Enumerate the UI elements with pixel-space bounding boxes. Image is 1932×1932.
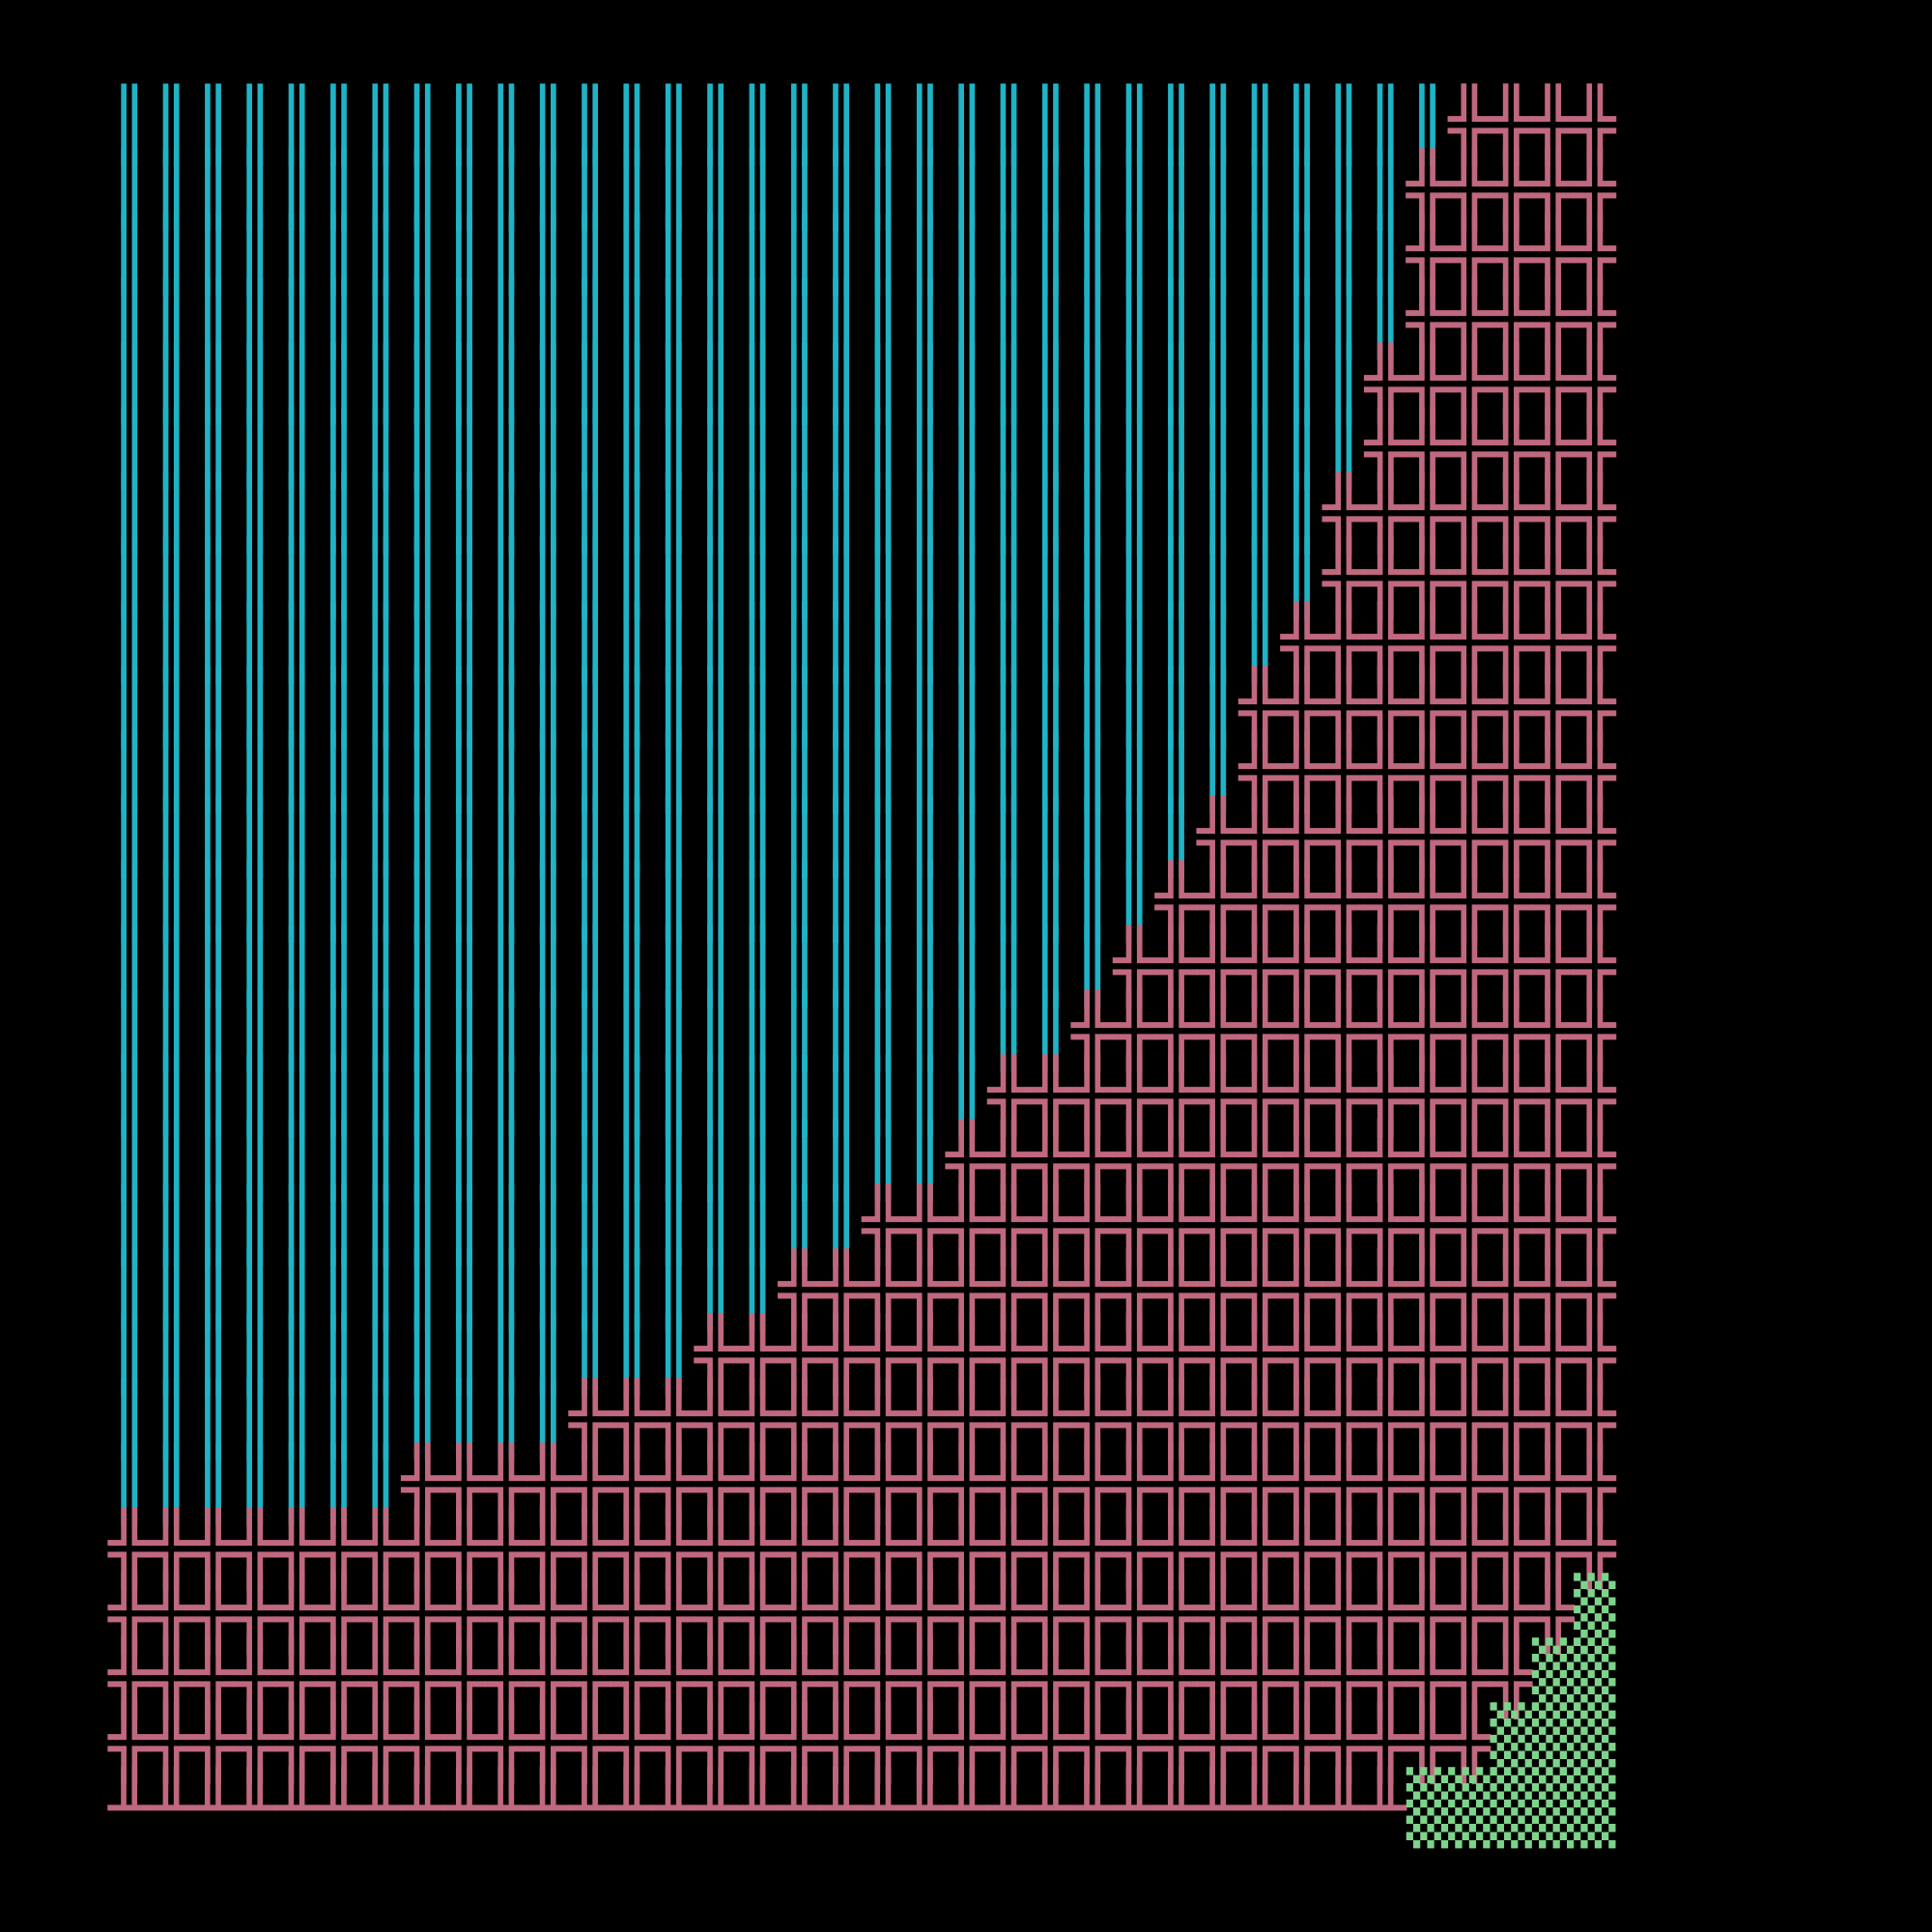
cyan-double-bar-glyphs: ║║║║║║║║║║║║║║║║║║║║║║║║║║║ [108,731,1239,812]
pink-cross-glyphs: ╬╬╬╬╬ [1406,278,1616,359]
cyan-double-bar-glyphs: ║║║║║║║║║║║║║║║║║║║║║║║║║║║║║ [108,537,1323,618]
glyph-row: ║║║║║║║║║║║║║║║║║║║║║║║║║║║║║║║╬╬╬╬╬ [108,284,1835,354]
glyph-row: ║║║║║║║║║║║║║║║║║║║║║║║║║║║║║║╬╬╬╬╬╬ [108,349,1835,418]
pink-cross-glyphs: ╬╬╬╬╬╬╬╬╬╬ [1197,796,1616,877]
cyan-double-bar-glyphs: ║║║║║║║║║║║║║║ [108,1314,695,1395]
green-shade-glyphs: ▒▒▒▒▒ [1406,1767,1616,1848]
pink-cross-glyphs: ╬╬╬╬╬╬ [1364,408,1616,489]
glyph-row: ║║║║║║║╬╬╬╬╬╬╬╬╬╬╬╬╬╬╬╬╬╬╬╬╬╬╬╬╬╬╬╬╬ [108,1449,1835,1519]
glyph-row: ╬╬╬╬╬╬╬╬╬╬╬╬╬╬╬╬╬╬╬╬╬╬╬╬╬╬╬╬╬╬╬╬╬╬╬▒ [108,1578,1835,1648]
cyan-double-bar-glyphs: ║║║║║║║║║║║║║║║║║║║║ [108,1120,946,1201]
glyph-row: ║║║║║║║║║║║║║║║║║║║║║║║║║║║║╬╬╬╬╬╬╬╬ [108,608,1835,677]
cyan-double-bar-glyphs: ║║║║║║║║║║║║║║║║║║║║║║║║║║║║║║║ [108,213,1406,295]
pink-cross-glyphs: ╬╬╬╬╬╬╬ [1322,537,1616,618]
pink-cross-glyphs: ╬╬╬╬ [1448,84,1616,165]
cyan-double-bar-glyphs: ║║║║║║║║║║║║║║║║ [108,1249,779,1330]
cyan-double-bar-glyphs: ║║║║║║║║║║║║║║║║║║║║║║║║ [108,925,1114,1007]
glyph-row: ╬╬╬╬╬╬╬╬╬╬╬╬╬╬╬╬╬╬╬╬╬╬╬╬╬╬╬╬╬╬╬╬╬╬▒▒ [108,1643,1835,1713]
glyph-row: ║║║║║║║║║║║║║║║║║║║║║║║║║║║║║║║╬╬╬╬╬ [108,219,1835,289]
cyan-double-bar-glyphs: ║║║║║║║║║║║ [108,1378,569,1460]
cyan-double-bar-glyphs: ║║║║║║║║║║║║║║║║║║║║║║║║║║║║║║║ [108,149,1406,230]
glyph-row: ║║║║║║║║║║║║║║║║║║║║║║║║║║║╬╬╬╬╬╬╬╬╬ [108,672,1835,742]
glyph-row: ╨╨╨╨╨╨╨╨╨╨╨╨╨╨╨╨╨╨╨╨╨╨╨╨╨╨╨╨╨╨╨▒▒▒▒▒ [108,1773,1835,1842]
green-shade-glyphs: ▒ [1574,1573,1616,1654]
pink-cross-glyphs: ╬╬╬╬╬╬╬╬╬╬╬╬╬╬╬ [987,1055,1616,1136]
glyph-row: ║║║║║║║║║║║║║║║║║║║║║║║║║╬╬╬╬╬╬╬╬╬╬╬ [108,867,1835,936]
glyph-row: ║║║║║║║║║║║║║║║║║║║║║║║║║║║║║╬╬╬╬╬╬╬ [108,478,1835,548]
cyan-double-bar-glyphs: ║║║║║║║║║║║║║║║║║║║║║║║║║║║║║ [108,472,1323,554]
glyph-row: ║║║║║║║║║║║║║║║║╬╬╬╬╬╬╬╬╬╬╬╬╬╬╬╬╬╬╬╬ [108,1255,1835,1324]
pink-cross-glyphs: ╬╬╬╬╬ [1406,213,1616,295]
cyan-double-bar-glyphs: ║║║║║║║║║║║║║║║║║║ [108,1184,863,1265]
cyan-double-bar-glyphs: ║║║║║║║║║║║║║║║║║║║║║║║║║║║║║║║ [108,278,1406,359]
glyph-row: ╬╬╬╬╬╬╬╬╬╬╬╬╬╬╬╬╬╬╬╬╬╬╬╬╬╬╬╬╬╬╬╬╬▒▒▒ [108,1708,1835,1777]
cyan-double-bar-glyphs: ║║║║║║║║║║║║║║║║║║║║║║║║║║║ [108,667,1239,748]
glyph-row: ║║║║║║║║║║║║║║║║║║║║║║║║║║║║║║║╬╬╬╬╬ [108,155,1835,224]
pink-cross-glyphs: ╬╬╬╬╬╬╬╬╬╬╬╬╬╬╬╬╬╬ [862,1184,1616,1265]
pink-cross-glyphs: ╬╬╬╬╬╬╬╬ [1280,602,1616,683]
glyph-row: ║║║║║║║║║║║║║║║║║║║║╬╬╬╬╬╬╬╬╬╬╬╬╬╬╬╬ [108,1125,1835,1195]
pink-cross-glyphs: ╬╬╬╬╬╬╬╬╬╬╬╬╬╬╬╬╬╬╬╬╬╬╬╬╬ [568,1378,1616,1460]
pink-cross-glyphs: ╬╬╬╬╬╬╬╬╬╬╬╬╬╬╬╬╬╬╬╬╬╬ [694,1314,1616,1395]
pink-cross-glyphs: ╬╬╬╬╬╬╬╬╬╬╬╬╬╬╬╬╬╬╬╬╬╬╬╬╬╬╬╬╬╬╬╬╬╬╬╬ [108,1508,1616,1589]
glyph-row: ║║║║║║║║║║║║║║║║║║║║║║║║║║║║║║╬╬╬╬╬╬ [108,413,1835,483]
pink-cross-glyphs: ╬╬╬╬╬╬╬╬╬ [1238,667,1616,748]
glyph-row: ║║║║║║║║║║║║║║║║║║║║║║║║║║║╬╬╬╬╬╬╬╬╬ [108,737,1835,807]
glyph-row: ║║║║║║║║║║║║║║║║║║║║║║║║║║║║║║║║╬╬╬╬ [108,90,1835,159]
cyan-double-bar-glyphs: ║║║║║║║║║║║║║║║║║║║║║║║║║║║║ [108,602,1281,683]
pink-cross-glyphs: ╬╬╬╬╬╬╬╬╬ [1238,731,1616,812]
pink-cross-glyphs: ╬╬╬╬╬╬╬╬╬╬╬╬╬╬╬╬╬╬╬╬ [778,1249,1616,1330]
glyph-row: ║║║║║║║║║║║║║║║║║║║║║║║║╬╬╬╬╬╬╬╬╬╬╬╬ [108,931,1835,1001]
pink-cross-glyphs: ╬╬╬╬╬╬╬╬╬╬╬╬╬╬╬╬╬╬╬╬╬╬╬╬╬╬╬╬╬╬╬╬╬ [108,1702,1491,1783]
glyph-row: ║║║║║║║║║║║║║║║║║║║║║║║╬╬╬╬╬╬╬╬╬╬╬╬╬ [108,996,1835,1065]
pink-cross-glyphs: ╬╬╬╬╬╬╬╬╬╬╬╬╬╬╬╬╬╬╬╬╬╬╬╬╬╬╬╬╬╬╬╬╬╬╬ [108,1573,1575,1654]
pink-cross-glyphs: ╬╬╬╬╬╬╬╬╬╬╬╬╬╬╬╬╬╬╬╬╬╬╬╬╬╬╬╬╬╬╬╬╬╬ [108,1637,1532,1719]
cyan-double-bar-glyphs: ║║║║║║║║║║║║║║║║║║║║║║║║║║║║║║║║ [108,84,1449,165]
pink-cross-glyphs: ╬╬╬╬╬╬╬╬╬╬╬╬╬╬╬╬ [945,1120,1616,1201]
cyan-double-bar-glyphs: ║║║║║║║║║║║║║║║║║║║║║║║║║║║║║║ [108,408,1365,489]
pink-cross-glyphs: ╬╬╬╬╬╬╬ [1322,472,1616,554]
glyph-row: ╬╬╬╬╬╬╬╬╬╬╬╬╬╬╬╬╬╬╬╬╬╬╬╬╬╬╬╬╬╬╬╬╬╬╬╬ [108,1514,1835,1583]
pink-cross-glyphs: ╬╬╬╬╬╬ [1364,343,1616,424]
cyan-double-bar-glyphs: ║║║║║║║║║║║║║║║║║║║║║║║ [108,990,1071,1071]
glyph-row: ║║║║║║║║║║║║║║║║║║║║║╬╬╬╬╬╬╬╬╬╬╬╬╬╬╬ [108,1061,1835,1130]
glyph-row: ║║║║║║║║║║║║║║║║║║╬╬╬╬╬╬╬╬╬╬╬╬╬╬╬╬╬╬ [108,1190,1835,1260]
pink-cross-glyphs: ╬╬╬╬╬╬╬╬╬╬╬╬╬ [1071,990,1616,1071]
cyan-double-bar-glyphs: ║║║║║║║║║║║║║║║║║║║║║║║║║║║║║║ [108,343,1365,424]
pink-cross-glyphs: ╬╬╬╬╬╬╬╬╬╬╬ [1154,861,1616,942]
cyan-double-bar-glyphs: ║║║║║║║║║║║║║║║║║║║║║ [108,1055,988,1136]
glyph-row: ║║║║║║║║║║║║║║║║║║║║║║║║║║║║║╬╬╬╬╬╬╬ [108,543,1835,612]
pink-cross-glyphs: ╨╨╨╨╨╨╨╨╨╨╨╨╨╨╨╨╨╨╨╨╨╨╨╨╨╨╨╨╨╨╨ [108,1767,1406,1848]
glyph-row: ║║║║║║║║║║║╬╬╬╬╬╬╬╬╬╬╬╬╬╬╬╬╬╬╬╬╬╬╬╬╬ [108,1384,1835,1454]
pink-cross-glyphs: ╬╬╬╬╬╬╬╬╬╬╬╬╬╬╬╬╬╬╬╬╬╬╬╬╬╬╬╬╬ [401,1443,1616,1524]
green-shade-glyphs: ▒▒▒ [1490,1702,1616,1783]
cyan-double-bar-glyphs: ║║║║║║║║║║║║║║║║║║║║║║║║║║ [108,796,1198,877]
green-shade-glyphs: ▒▒ [1531,1637,1616,1719]
cyan-double-bar-glyphs: ║║║║║║║ [108,1443,402,1524]
glyph-row: ║║║║║║║║║║║║║║╬╬╬╬╬╬╬╬╬╬╬╬╬╬╬╬╬╬╬╬╬╬ [108,1320,1835,1389]
cyan-double-bar-glyphs: ║║║║║║║║║║║║║║║║║║║║║║║║║ [108,861,1155,942]
pink-cross-glyphs: ╬╬╬╬╬╬╬╬╬╬╬╬ [1113,925,1616,1007]
glyph-grid: ║║║║║║║║║║║║║║║║║║║║║║║║║║║║║║║║╬╬╬╬ ║║║║… [108,90,1835,1842]
pink-cross-glyphs: ╬╬╬╬╬ [1406,149,1616,230]
glyph-row: ║║║║║║║║║║║║║║║║║║║║║║║║║║╬╬╬╬╬╬╬╬╬╬ [108,802,1835,871]
